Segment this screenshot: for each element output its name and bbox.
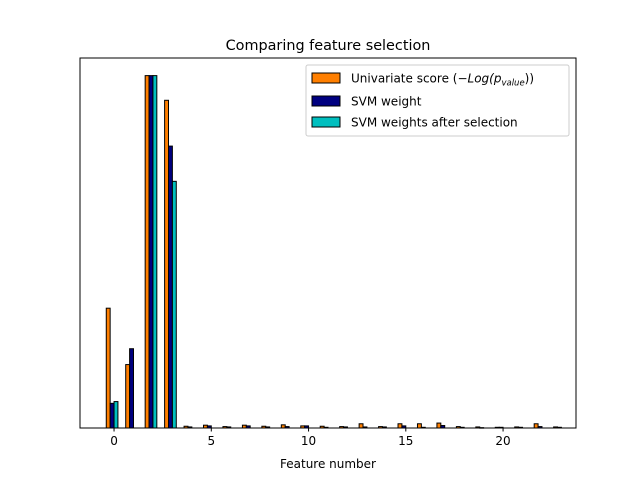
legend-closing-text: )) [525, 72, 534, 86]
x-axis-label: Feature number [280, 457, 376, 471]
bar-series-1-feature-0 [105, 307, 111, 429]
legend-label-text: SVM weights after selection [351, 116, 518, 130]
bar-series-2-feature-3 [168, 145, 173, 429]
bar-series-1-feature-22 [533, 423, 539, 429]
legend-label-series-1: Univariate score (−Log(pvalue)) [351, 72, 534, 89]
legend-swatch-series-3 [311, 116, 341, 128]
bar-series-1-feature-2 [144, 75, 150, 429]
bar-series-2-feature-0 [109, 402, 115, 429]
bar-series-3-feature-3 [171, 180, 177, 429]
bar-series-1-feature-17 [436, 422, 442, 429]
bar-series-3-feature-0 [113, 401, 119, 429]
plot-frame [79, 57, 577, 429]
bar-series-1-feature-15 [397, 423, 403, 429]
legend-label-text: SVM weight [351, 95, 422, 109]
x-axis-ticks: 0 5 10 15 20 [110, 428, 511, 448]
x-tick-label: 5 [207, 434, 215, 448]
legend-label-series-2: SVM weight [351, 95, 422, 109]
x-tick-label: 0 [110, 434, 118, 448]
legend-label-series-3: SVM weights after selection [351, 116, 518, 130]
bar-series-3-feature-2 [152, 75, 158, 429]
legend-swatch-series-2 [311, 95, 341, 107]
bar-series-1-feature-3 [164, 99, 170, 429]
x-tick-label: 10 [301, 434, 316, 448]
bar-series-2-feature-1 [129, 348, 134, 429]
x-tick-label: 20 [495, 434, 510, 448]
bar-series-2-feature-2 [148, 75, 154, 429]
bars-group [105, 75, 562, 429]
x-tick-label: 15 [398, 434, 413, 448]
legend: Univariate score (−Log(pvalue)) SVM weigh… [305, 64, 570, 137]
bar-series-1-feature-1 [125, 364, 131, 429]
legend-swatch-series-1 [311, 72, 341, 84]
legend-math-text: −Log(p [457, 72, 501, 86]
bar-series-1-feature-16 [416, 423, 422, 429]
legend-subscript-text: value [501, 79, 524, 89]
legend-box [305, 64, 570, 137]
bar-series-1-feature-13 [358, 423, 364, 429]
chart-title: Comparing feature selection [226, 38, 431, 54]
legend-label-text: Univariate score ( [351, 72, 457, 86]
